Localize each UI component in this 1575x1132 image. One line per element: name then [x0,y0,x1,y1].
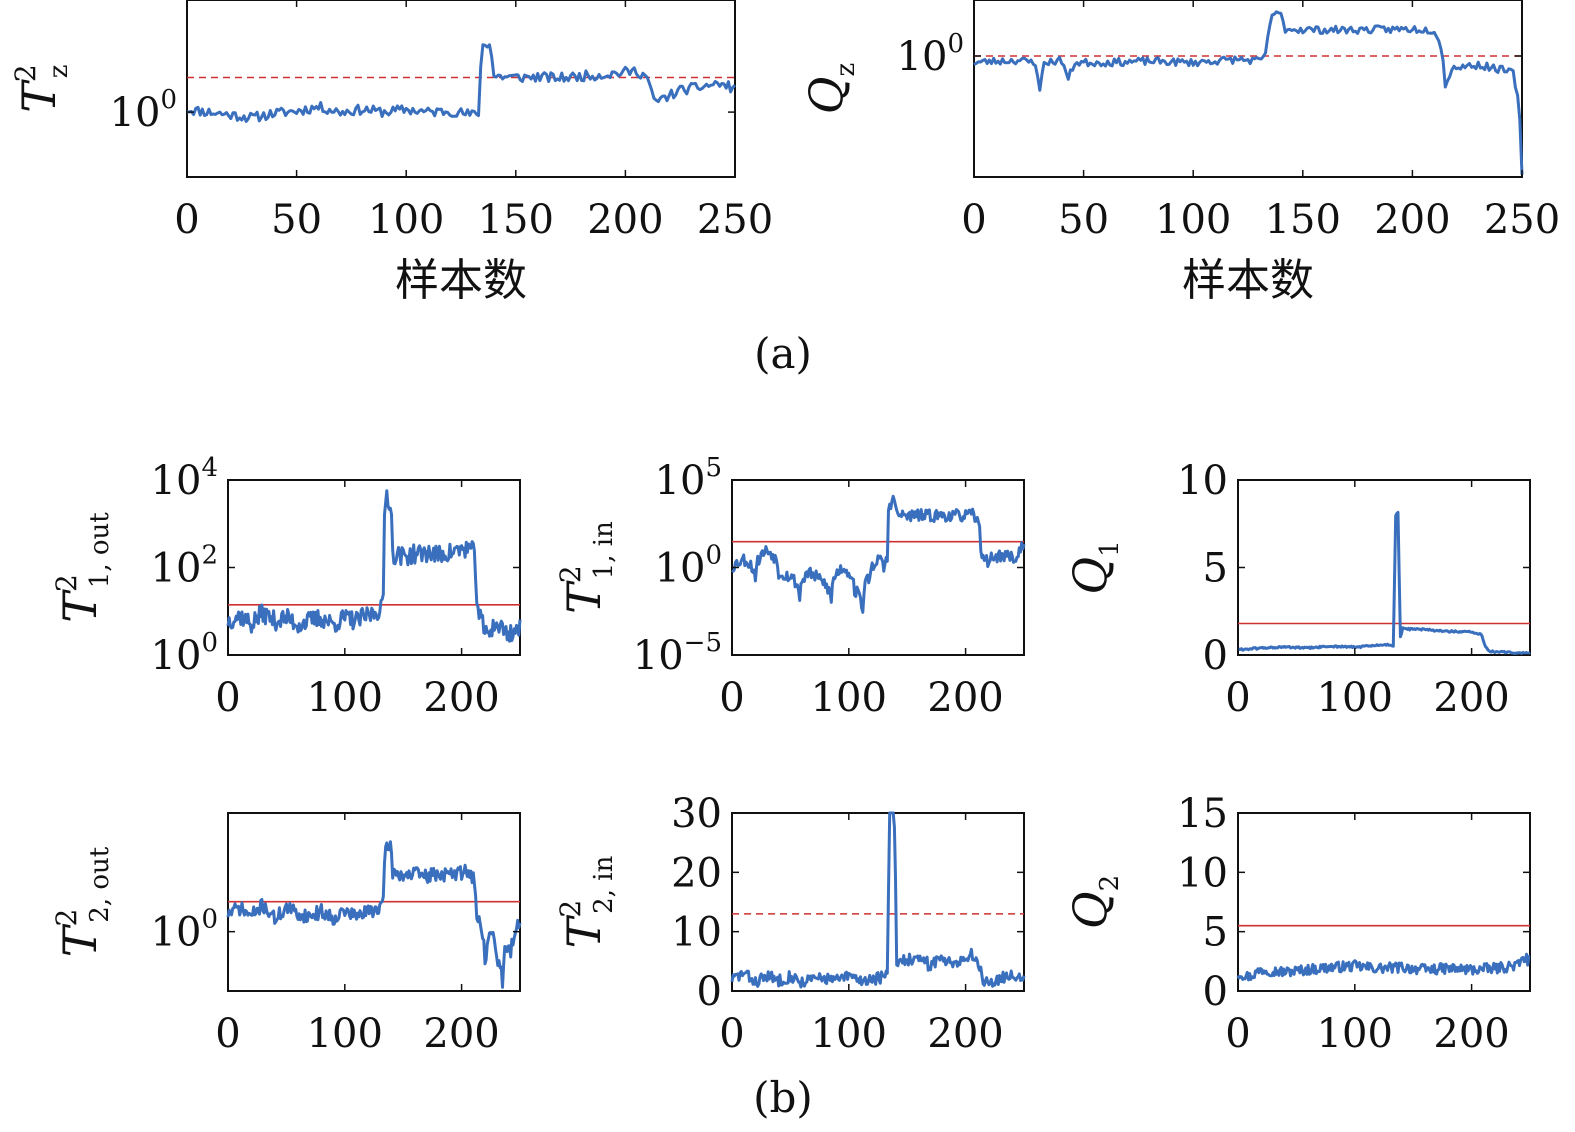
x-tick-label: 100 [307,1011,383,1057]
x-tick-label: 0 [1225,675,1250,721]
y-axis-label: Q2 [1063,875,1125,929]
x-tick-label: 100 [1155,197,1231,243]
y-tick-label: 10 [671,910,722,956]
x-tick-label: 50 [1058,197,1109,243]
y-tick-label: 5 [1203,910,1228,956]
x-tick-label: 100 [811,1011,887,1057]
x-tick-label: 200 [1374,197,1450,243]
y-tick-label: 10 [1177,850,1228,896]
x-tick-label: 200 [1433,1011,1509,1057]
y-tick-label: 0 [1203,633,1228,679]
y-tick-label: 100 [110,85,177,136]
y-axis-label: T22, out [50,846,115,957]
plot-frame [1237,812,1531,992]
y-tick-label: 0 [697,969,722,1015]
chart-T2in: 0 100 200 0 10 20 30 T22, in [554,791,1026,1057]
x-tick-label: 250 [1484,197,1560,243]
y-axis-label: T21, in [554,521,619,614]
x-tick-label: 200 [587,197,663,243]
series-line [226,840,522,989]
y-axis-label: Q1 [1063,540,1125,594]
caption-a: (a) [754,329,812,378]
x-tick-label: 50 [271,197,322,243]
y-axis-label: T2z [9,64,74,113]
x-tick-label: 0 [719,1011,744,1057]
series-line [1236,510,1531,655]
y-tick-label: 100 [655,541,722,592]
chart-Q1: 0 100 200 0 5 10 Q1 [1063,458,1531,721]
series-line [186,43,736,123]
x-tick-label: 200 [1433,675,1509,721]
x-tick-label: 0 [1225,1011,1250,1057]
x-tick-label: 250 [697,197,773,243]
plot-frame [731,812,1025,992]
plot-frame [973,0,1523,178]
x-tick-label: 100 [811,675,887,721]
y-axis-label: Qz [799,63,861,114]
x-tick-label: 200 [927,675,1003,721]
y-tick-label: 30 [671,791,722,837]
chart-T2out: 0 100 200 100 T22, out [50,812,522,1057]
x-tick-label: 200 [927,1011,1003,1057]
series-line [1236,952,1531,982]
y-tick-label: 5 [1203,546,1228,592]
y-tick-label: 20 [671,850,722,896]
x-axis-label: 样本数 [1182,255,1314,306]
plot-frame [186,0,736,178]
x-tick-label: 150 [478,197,554,243]
plot-frame [1237,479,1531,656]
x-tick-label: 0 [174,197,199,243]
plot-frame [731,479,1025,656]
x-tick-label: 0 [961,197,986,243]
series-line [731,494,1026,614]
chart-Q2: 0 100 200 0 5 10 15 Q2 [1063,791,1531,1057]
series-line [973,10,1524,175]
x-tick-label: 200 [423,675,499,721]
y-tick-label: 15 [1177,791,1228,837]
x-tick-label: 0 [719,675,744,721]
y-tick-label: 100 [151,905,218,956]
y-tick-label: 100 [897,29,964,80]
y-tick-label: 102 [151,541,218,592]
x-tick-label: 100 [307,675,383,721]
x-tick-label: 100 [1317,1011,1393,1057]
y-tick-label: 105 [655,453,722,504]
chart-Qz: 0 50 100 150 200 250 100 Qz 样本数 [799,0,1560,306]
y-tick-label: 10−5 [633,628,722,679]
y-tick-label: 0 [1203,969,1228,1015]
x-axis-label: 样本数 [395,255,527,306]
x-tick-label: 100 [1317,675,1393,721]
y-axis-label: T21, out [50,512,115,623]
y-tick-label: 100 [151,628,218,679]
y-axis-label: T22, in [554,855,619,948]
chart-T1in: 0 100 200 10−5 100 105 T21, in [554,453,1026,721]
series-line [730,811,1026,989]
x-tick-label: 0 [215,675,240,721]
chart-Tz: 0 50 100 150 200 250 100 T2z 样本数 [9,0,773,306]
x-tick-label: 150 [1265,197,1341,243]
x-tick-label: 0 [215,1011,240,1057]
x-tick-label: 200 [423,1011,499,1057]
y-tick-label: 104 [151,453,218,504]
caption-b: (b) [753,1073,813,1122]
series-line [226,489,522,643]
y-tick-label: 10 [1177,458,1228,504]
x-tick-label: 100 [368,197,444,243]
